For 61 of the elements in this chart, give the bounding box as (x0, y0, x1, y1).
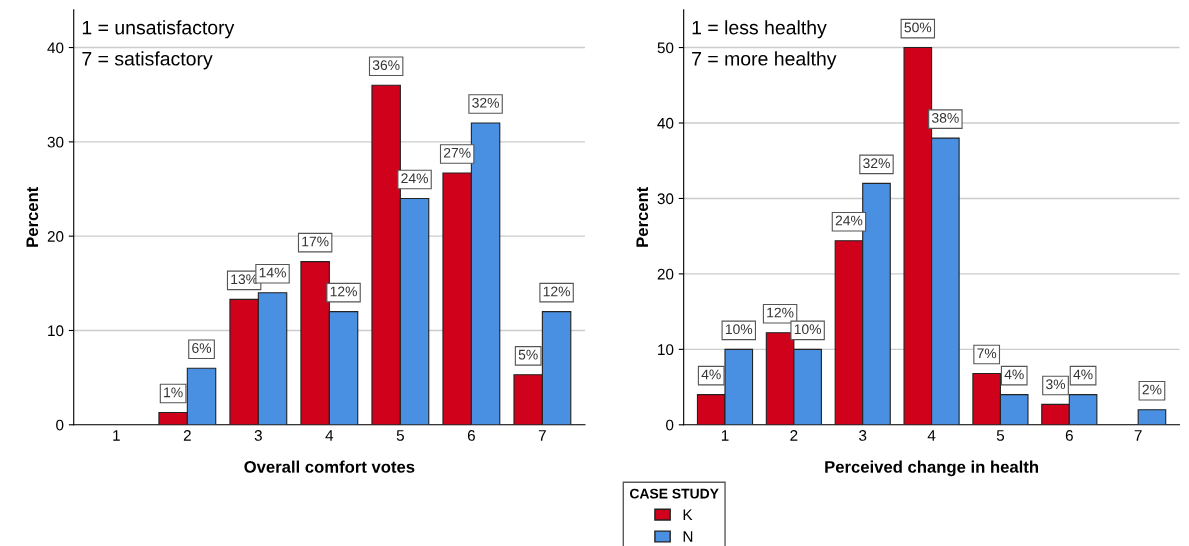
data-label: 50% (904, 22, 932, 33)
x-tick-label: 3 (859, 430, 867, 441)
data-label: 1% (164, 387, 183, 398)
data-label: 10% (794, 324, 822, 335)
data-label: 14% (259, 267, 286, 278)
y-tick-label: 0 (666, 419, 674, 431)
x-tick-label: 3 (254, 430, 262, 441)
y-axis-title: Percent (636, 186, 649, 247)
data-label: 32% (472, 97, 499, 108)
x-tick-label: 6 (1065, 430, 1073, 441)
data-label: 24% (401, 173, 428, 184)
y-axis-title: Percent (26, 186, 39, 247)
legend-label: K (683, 509, 693, 520)
x-tick-label: 5 (996, 430, 1005, 441)
data-label: 6% (192, 343, 212, 353)
y-tick-label: 40 (47, 42, 64, 54)
data-label: 12% (330, 286, 357, 297)
data-label: 12% (767, 307, 794, 318)
x-axis-title: Overall comfort votes (244, 460, 415, 473)
data-label: 36% (372, 60, 400, 71)
data-label: 5% (518, 349, 538, 360)
data-label: 10% (725, 324, 753, 335)
data-label: 17% (302, 236, 329, 247)
data-label: 7% (977, 348, 997, 359)
annotation: 1 = less healthy (692, 20, 827, 39)
data-label: 4% (1073, 369, 1093, 380)
x-tick-label: 7 (538, 430, 546, 441)
x-tick-label: 6 (467, 430, 475, 441)
legend-title: CASE STUDY (629, 488, 719, 499)
data-label: 2% (1142, 384, 1162, 395)
y-tick-label: 10 (658, 344, 674, 356)
bar (1137, 409, 1167, 425)
x-tick-label: 1 (113, 430, 120, 441)
x-tick-label: 2 (790, 430, 798, 441)
x-tick-label: 5 (396, 430, 404, 441)
legend-label: N (683, 531, 693, 542)
data-label: 3% (1046, 379, 1066, 390)
x-tick-label: 7 (1134, 430, 1142, 441)
y-tick-label: 20 (47, 231, 64, 242)
x-tick-label: 1 (721, 430, 729, 441)
annotation: 7 = satisfactory (82, 51, 213, 70)
y-tick-label: 30 (657, 193, 674, 205)
y-tick-label: 30 (47, 136, 64, 148)
x-tick-label: 4 (927, 430, 936, 441)
data-label: 24% (835, 215, 863, 226)
y-tick-label: 10 (48, 325, 64, 337)
data-label: 32% (863, 158, 890, 169)
data-label: 12% (543, 286, 570, 297)
data-label: 4% (701, 369, 721, 380)
annotation: 1 = unsatisfactory (82, 20, 235, 39)
y-tick-label: 50 (657, 42, 674, 54)
x-tick-label: 2 (183, 430, 191, 441)
data-label: 4% (1004, 369, 1024, 380)
annotation: 7 = more healthy (692, 51, 837, 70)
data-label: 38% (931, 113, 959, 123)
data-label: 27% (443, 147, 471, 158)
y-tick-label: 40 (657, 117, 674, 129)
y-tick-label: 0 (56, 419, 64, 431)
y-tick-label: 20 (657, 268, 674, 280)
x-axis-title: Perceived change in health (825, 460, 1038, 477)
x-tick-label: 4 (325, 430, 334, 441)
